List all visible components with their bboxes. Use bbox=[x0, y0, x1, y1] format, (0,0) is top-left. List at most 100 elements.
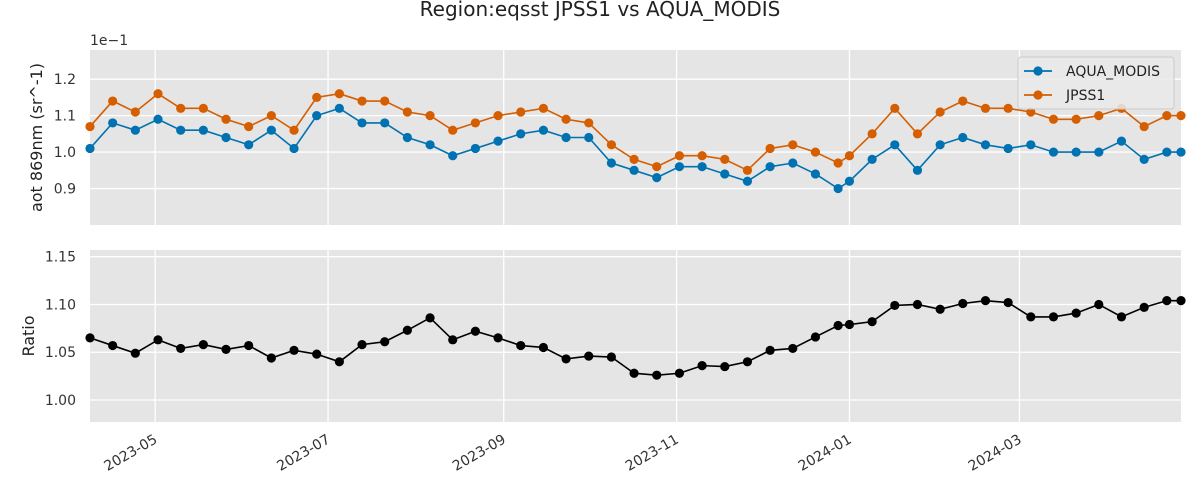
series-aqua-modis-point bbox=[742, 176, 753, 186]
legend-swatch-marker bbox=[1033, 66, 1043, 76]
series-ratio-point bbox=[958, 298, 968, 309]
series-aqua-modis-point bbox=[652, 173, 662, 183]
series-ratio-point bbox=[244, 340, 254, 351]
series-aqua-modis-point bbox=[912, 165, 923, 175]
series-ratio-point bbox=[561, 354, 571, 364]
legend-entry-label: AQUA_MODIS bbox=[1066, 64, 1160, 80]
series-aqua-modis-point bbox=[448, 151, 458, 161]
panel-1-y-tick-label: 1.2 bbox=[54, 72, 76, 88]
series-jpss1-point bbox=[1048, 114, 1059, 124]
series-aqua-modis-point bbox=[606, 158, 617, 168]
series-ratio-point bbox=[697, 361, 707, 371]
series-ratio-point bbox=[85, 333, 95, 343]
series-ratio-point bbox=[629, 368, 639, 378]
series-aqua-modis-point bbox=[980, 140, 991, 150]
series-ratio-point bbox=[130, 348, 140, 358]
series-ratio-point bbox=[606, 352, 617, 362]
series-aqua-modis-point bbox=[674, 162, 685, 172]
series-aqua-modis-point bbox=[289, 143, 299, 154]
legend-box bbox=[1017, 56, 1175, 110]
series-ratio-point bbox=[652, 370, 662, 380]
series-jpss1-point bbox=[130, 107, 140, 117]
series-jpss1-point bbox=[402, 107, 412, 117]
series-aqua-modis-point bbox=[867, 154, 877, 164]
series-ratio-point bbox=[176, 343, 186, 354]
series-ratio-point bbox=[1176, 296, 1186, 306]
series-aqua-modis-point bbox=[266, 125, 276, 135]
panel-2-y-tick-label: 1.00 bbox=[45, 393, 76, 409]
series-aqua-modis-point bbox=[1071, 147, 1081, 157]
panel-1-y-axis-label: aot 869nm (sr^-1) bbox=[27, 63, 46, 212]
series-aqua-modis-point bbox=[425, 140, 435, 150]
panel-2-y-tick-label: 1.15 bbox=[45, 250, 76, 266]
series-jpss1-point bbox=[1026, 107, 1036, 117]
series-aqua-modis-point bbox=[470, 143, 480, 154]
series-jpss1-point bbox=[176, 103, 186, 113]
chart-title: Region:eqsst JPSS1 vs AQUA_MODIS bbox=[420, 0, 781, 21]
series-ratio-point bbox=[912, 299, 923, 310]
series-aqua-modis-point bbox=[1003, 143, 1013, 154]
legend: AQUA_MODIS JPSS1 bbox=[1017, 56, 1175, 110]
panel-2-background bbox=[90, 250, 1181, 422]
series-aqua-modis-point bbox=[221, 132, 231, 143]
series-aqua-modis-point bbox=[493, 136, 503, 146]
series-jpss1-point bbox=[1094, 111, 1104, 121]
series-jpss1-point bbox=[720, 154, 730, 164]
series-aqua-modis-point bbox=[629, 165, 639, 175]
series-aqua-modis-point bbox=[334, 103, 344, 113]
series-jpss1-point bbox=[810, 147, 821, 157]
series-aqua-modis-point bbox=[176, 125, 186, 135]
panel-2-y-axis-label: Ratio bbox=[19, 315, 38, 356]
series-ratio-point bbox=[1003, 297, 1013, 308]
series-jpss1-point bbox=[606, 140, 617, 150]
series-ratio-point bbox=[516, 340, 526, 351]
series-ratio-point bbox=[935, 304, 945, 314]
series-jpss1-point bbox=[266, 111, 276, 121]
series-jpss1-point bbox=[652, 162, 662, 172]
x-tick-label: 2024-01 bbox=[796, 432, 855, 475]
series-jpss1-point bbox=[493, 111, 503, 121]
series-aqua-modis-point bbox=[788, 158, 798, 168]
series-ratio-point bbox=[980, 296, 991, 306]
series-aqua-modis-point bbox=[1139, 154, 1149, 164]
series-ratio-point bbox=[266, 353, 276, 363]
panel-1-background bbox=[90, 50, 1181, 225]
series-aqua-modis-point bbox=[810, 169, 821, 179]
series-ratio-point bbox=[312, 349, 322, 359]
series-ratio-point bbox=[1048, 312, 1059, 322]
series-ratio-point bbox=[334, 357, 344, 367]
series-jpss1-point bbox=[697, 151, 707, 161]
series-jpss1-point bbox=[1071, 114, 1081, 124]
series-ratio-point bbox=[833, 320, 843, 331]
series-ratio-point bbox=[1162, 296, 1172, 306]
series-aqua-modis-point bbox=[720, 169, 730, 179]
series-aqua-modis-point bbox=[357, 118, 367, 128]
series-ratio-point bbox=[765, 345, 775, 355]
series-ratio-point bbox=[742, 357, 753, 367]
series-jpss1-point bbox=[289, 125, 299, 135]
series-ratio-point bbox=[788, 343, 798, 354]
series-aqua-modis-point bbox=[130, 125, 140, 135]
legend-swatch-marker bbox=[1033, 90, 1043, 100]
x-tick-label: 2024-03 bbox=[966, 432, 1025, 475]
series-jpss1-point bbox=[380, 96, 390, 106]
series-aqua-modis-point bbox=[1176, 147, 1186, 157]
series-ratio-point bbox=[380, 337, 390, 347]
panel-1-y-tick-label: 1.0 bbox=[54, 145, 76, 161]
series-ratio-point bbox=[402, 325, 412, 335]
panel-2-y-tick-label: 1.05 bbox=[45, 345, 76, 361]
series-aqua-modis-point bbox=[844, 176, 855, 186]
series-ratio-point bbox=[810, 332, 821, 342]
series-jpss1-point bbox=[516, 107, 526, 117]
series-aqua-modis-point bbox=[765, 162, 775, 172]
series-jpss1-point bbox=[867, 129, 877, 139]
series-jpss1-point bbox=[85, 121, 95, 132]
panel-1-y-offset-text: 1e−1 bbox=[90, 33, 128, 49]
series-jpss1-point bbox=[788, 140, 798, 150]
series-ratio-point bbox=[1071, 308, 1081, 318]
panel-2-y-tick-label: 1.10 bbox=[45, 297, 76, 313]
series-jpss1-point bbox=[912, 129, 923, 139]
series-aqua-modis-point bbox=[561, 132, 571, 143]
